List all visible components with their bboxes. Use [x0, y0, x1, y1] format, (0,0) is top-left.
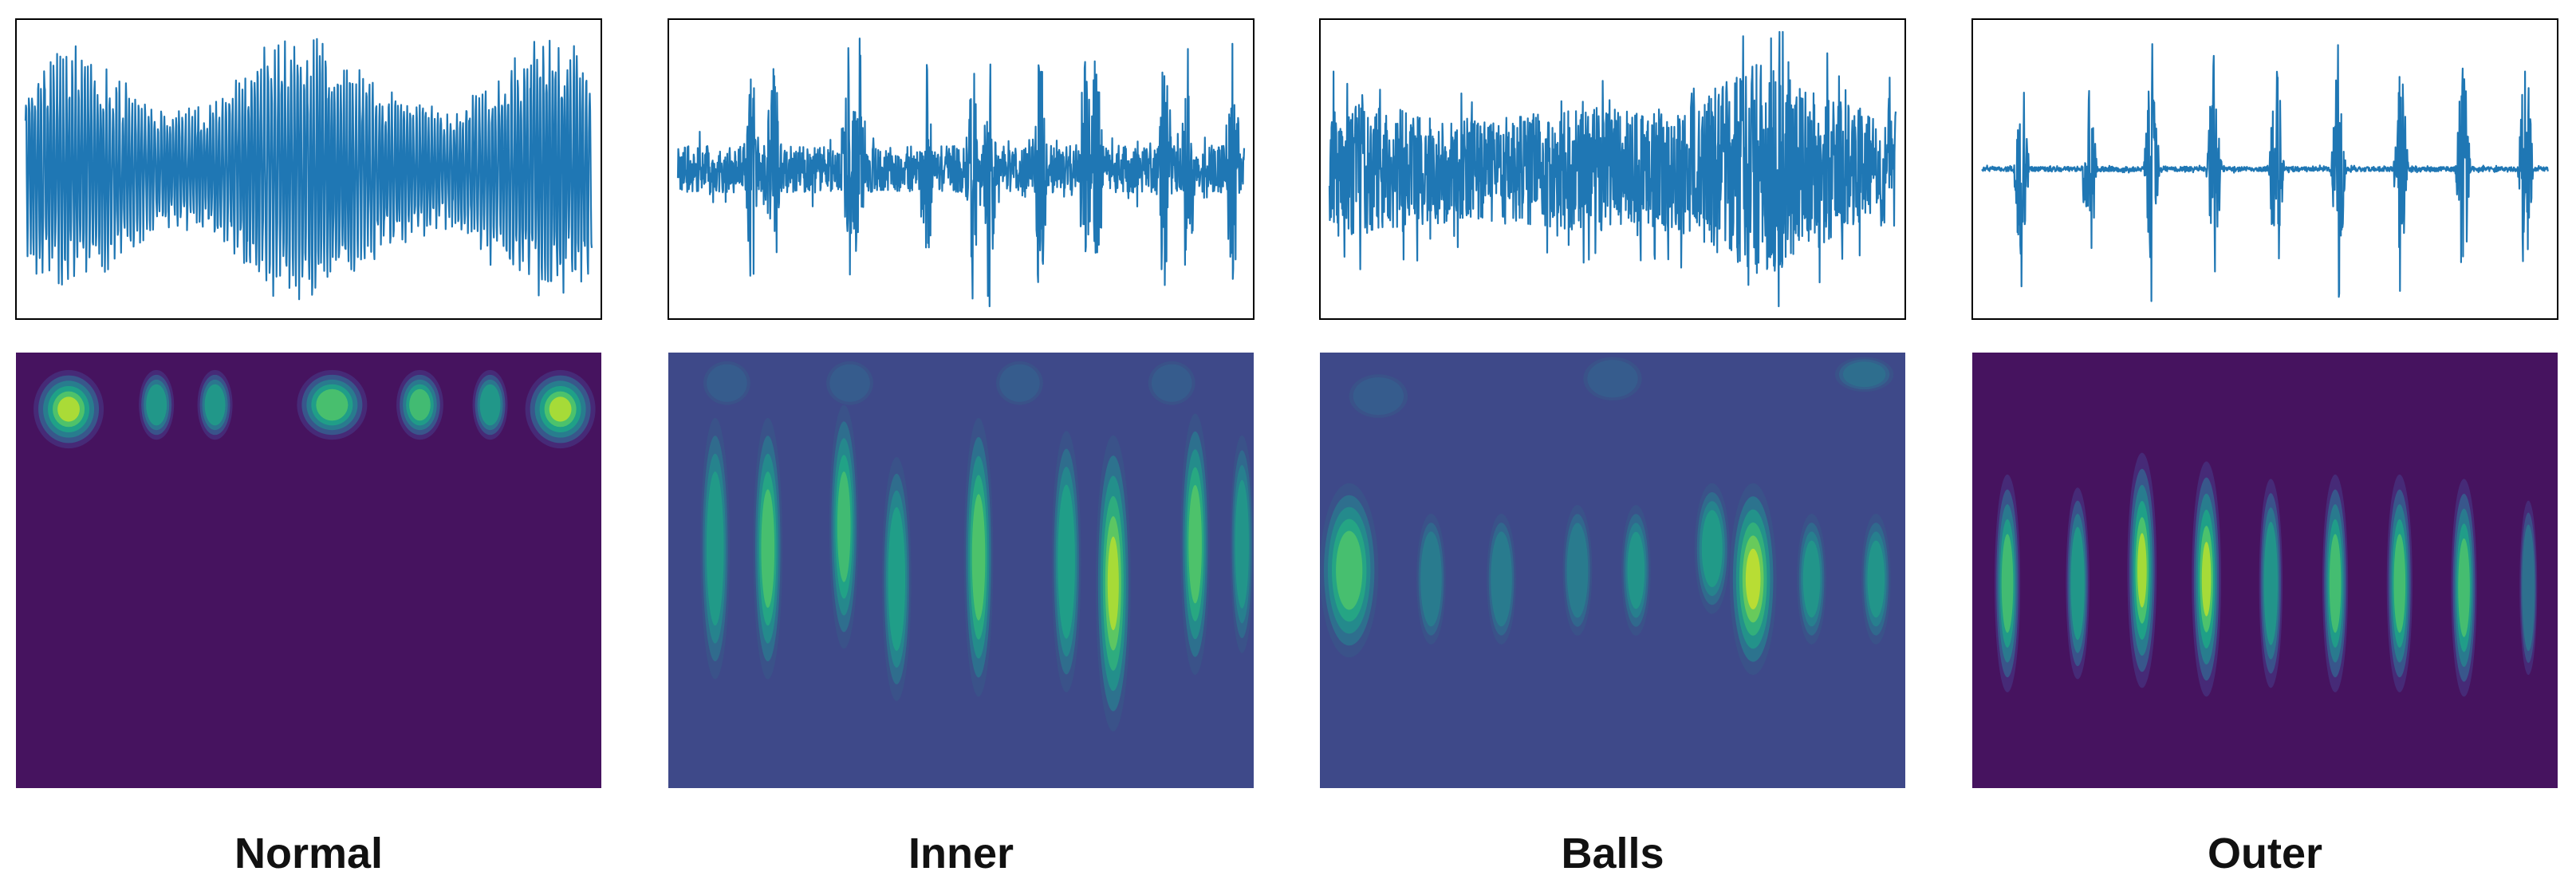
waveform-line-inner [676, 37, 1246, 308]
scalogram-blob-balls-4 [1621, 505, 1651, 636]
scalogram-blob-normal-3 [297, 369, 368, 440]
caption-normal: Normal [234, 830, 383, 877]
scalogram-blob-normal-6 [525, 369, 596, 449]
scalogram-blob-inner-10 [826, 361, 873, 405]
scalogram-blob-normal-1 [139, 369, 175, 440]
scalogram-blob-normal-4 [396, 369, 443, 440]
scalogram-blob-balls-8 [1861, 514, 1891, 645]
scalogram-blob-balls-10 [1583, 357, 1642, 401]
waveform-frame-normal [15, 18, 602, 320]
caption-outer: Outer [2208, 830, 2322, 877]
scalogram-blob-balls-9 [1349, 374, 1408, 418]
panel-outer [1971, 18, 2558, 788]
scalogram-blob-inner-9 [703, 361, 750, 405]
scalogram-blob-outer-4 [2259, 479, 2283, 688]
waveform-line-normal [24, 37, 593, 301]
panel-normal [15, 18, 602, 788]
waveform-normal [24, 37, 593, 301]
scalogram-blob-inner-11 [996, 361, 1043, 405]
scalogram-blob-outer-3 [2192, 461, 2222, 697]
scalogram-inner [668, 353, 1254, 788]
waveform-line-balls [1328, 30, 1897, 308]
scalogram-blob-outer-6 [2386, 474, 2413, 692]
scalogram-blob-normal-2 [197, 369, 233, 440]
scalogram-balls [1320, 353, 1905, 788]
panel-balls [1319, 18, 1906, 788]
scalogram-blob-outer-0 [1994, 474, 2021, 692]
panel-inner [668, 18, 1255, 788]
waveform-frame-inner [668, 18, 1255, 320]
scalogram-blob-inner-5 [1051, 431, 1081, 692]
scalogram-blob-inner-3 [881, 457, 912, 701]
waveform-frame-balls [1319, 18, 1906, 320]
scalogram-blob-inner-8 [1230, 435, 1254, 653]
panels-group [15, 18, 2558, 788]
scalogram-normal [16, 353, 601, 788]
caption-balls: Balls [1561, 830, 1664, 877]
scalogram-blob-balls-7 [1797, 514, 1826, 645]
scalogram-blob-balls-6 [1729, 483, 1777, 676]
scalogram-blob-inner-12 [1148, 361, 1195, 405]
scalogram-blob-inner-4 [963, 417, 994, 697]
scalogram-blob-balls-3 [1562, 505, 1593, 636]
scalogram-blob-balls-5 [1694, 483, 1730, 614]
scalogram-blob-balls-1 [1416, 514, 1446, 645]
scalogram-blob-inner-2 [829, 404, 859, 649]
waveform-line-outer [1981, 43, 2550, 302]
scalogram-blob-balls-2 [1487, 514, 1516, 645]
scalogram-blob-inner-6 [1095, 435, 1131, 731]
scalogram-blob-outer-5 [2322, 474, 2349, 692]
scalogram-blob-balls-11 [1834, 357, 1894, 392]
scalogram-blob-normal-0 [33, 369, 104, 449]
waveform-frame-outer [1971, 18, 2558, 320]
scalogram-blob-outer-2 [2127, 452, 2157, 688]
scalogram-outer [1972, 353, 2558, 788]
scalogram-blob-inner-0 [700, 417, 731, 680]
waveform-outer [1981, 43, 2550, 302]
scalogram-blob-inner-7 [1180, 413, 1210, 676]
scalogram-blob-outer-1 [2066, 487, 2090, 680]
caption-inner: Inner [908, 830, 1014, 877]
waveform-balls [1328, 30, 1897, 308]
scalogram-blob-outer-7 [2451, 479, 2477, 697]
scalogram-blob-outer-8 [2519, 500, 2538, 676]
scalogram-blob-inner-1 [753, 417, 783, 680]
waveform-inner [676, 37, 1246, 308]
scalogram-blob-balls-0 [1320, 483, 1379, 658]
scalogram-blob-normal-5 [472, 369, 508, 440]
